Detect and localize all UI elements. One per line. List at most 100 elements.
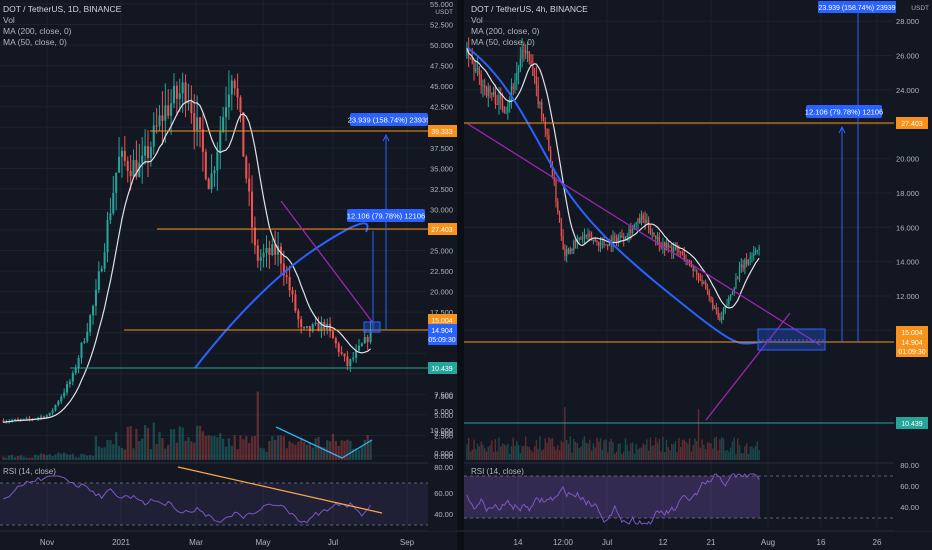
- candle-body: [544, 121, 546, 129]
- volume-bar: [562, 442, 564, 460]
- volume-bar: [152, 422, 155, 460]
- candle-body: [248, 178, 251, 192]
- volume-bar: [701, 439, 703, 460]
- left-price-badge-bg: [428, 362, 457, 374]
- volume-bar: [36, 455, 40, 460]
- volume-bar: [291, 443, 294, 460]
- volume-bar: [221, 438, 225, 460]
- volume-bar: [54, 454, 57, 460]
- candle-body: [546, 128, 548, 136]
- volume-bar: [256, 391, 259, 460]
- volume-bar: [685, 441, 687, 460]
- volume-bar: [89, 454, 92, 460]
- volume-bar: [233, 435, 236, 460]
- right-ma50-line: [466, 47, 760, 309]
- candle-body: [671, 246, 673, 253]
- volume-bar: [187, 437, 190, 460]
- volume-bar: [617, 443, 620, 460]
- volume-bar: [129, 426, 132, 460]
- volume-bar: [745, 443, 748, 460]
- candle-body: [582, 237, 584, 239]
- volume-bar: [485, 451, 488, 460]
- left-ma200-line: [194, 222, 369, 369]
- candle-body: [635, 222, 637, 225]
- candle-body: [726, 304, 728, 306]
- volume-bar: [626, 444, 628, 460]
- left-price-badge: 27.403: [428, 223, 457, 235]
- volume-bar: [592, 443, 595, 460]
- volume-bar: [146, 427, 150, 460]
- candle-body: [303, 327, 306, 329]
- candle-body: [749, 257, 751, 260]
- candle-body: [537, 85, 539, 105]
- volume-bar: [651, 445, 653, 460]
- volume-bar: [250, 436, 254, 460]
- candle-body: [557, 201, 559, 213]
- volume-bar: [5, 457, 8, 460]
- volume-bar: [535, 440, 538, 460]
- volume-bar: [610, 438, 612, 460]
- right-legend-line: MA (50, close, 0): [471, 37, 535, 47]
- volume-bar: [346, 439, 349, 460]
- volume-bar: [564, 407, 566, 460]
- candle-body: [360, 343, 363, 346]
- left-price-badge-bg: [428, 333, 457, 345]
- left-price-badge-text: 10.439: [431, 366, 453, 373]
- volume-bar: [521, 445, 523, 460]
- candle-body: [369, 329, 372, 343]
- volume-bar: [635, 443, 637, 460]
- volume-bar: [352, 449, 355, 460]
- volume-bar: [158, 432, 161, 460]
- candle-body: [639, 218, 641, 224]
- candle-body: [308, 326, 311, 331]
- volume-bar: [587, 443, 589, 460]
- right-y-tick: 12.000: [896, 292, 919, 301]
- volume-bar: [622, 451, 625, 460]
- candle-body: [705, 282, 707, 288]
- candle-body: [161, 115, 164, 121]
- volume-bar: [369, 439, 372, 460]
- volume-bar: [574, 442, 577, 460]
- candle-body: [756, 249, 758, 251]
- volume-bar: [758, 449, 760, 460]
- candle-body: [553, 177, 555, 182]
- volume-bar: [703, 444, 705, 460]
- volume-bar: [236, 449, 239, 460]
- candle-body: [175, 85, 178, 99]
- right-trendline-down: [467, 123, 821, 346]
- volume-bar: [754, 445, 757, 460]
- candle-body: [251, 191, 254, 228]
- candle-body: [510, 86, 513, 100]
- candle-body: [644, 218, 646, 224]
- volume-bar: [704, 449, 707, 460]
- volume-bar: [665, 439, 668, 460]
- candle-body: [172, 85, 176, 104]
- volume-bar: [19, 455, 22, 460]
- candle-body: [566, 249, 568, 256]
- volume-bar: [294, 444, 297, 460]
- candle-body: [485, 87, 488, 96]
- left-x-tick: May: [255, 538, 270, 547]
- candle-body: [589, 233, 591, 236]
- volume-bar: [662, 436, 664, 460]
- volume-bar: [640, 447, 643, 460]
- candle-body: [54, 404, 57, 411]
- candle-body: [571, 248, 573, 251]
- volume-bar: [112, 444, 115, 460]
- volume-bar: [532, 452, 534, 460]
- volume-bar: [696, 441, 698, 460]
- candle-body: [601, 242, 603, 244]
- volume-bar: [360, 445, 364, 460]
- volume-bar: [667, 447, 669, 460]
- volume-bar: [633, 453, 636, 460]
- volume-bar: [300, 437, 303, 460]
- candle-body: [300, 319, 303, 328]
- volume-bar: [541, 450, 543, 460]
- candle-body: [294, 294, 297, 311]
- candle-body: [728, 297, 730, 305]
- volume-bar: [210, 436, 213, 460]
- volume-bar: [247, 443, 251, 460]
